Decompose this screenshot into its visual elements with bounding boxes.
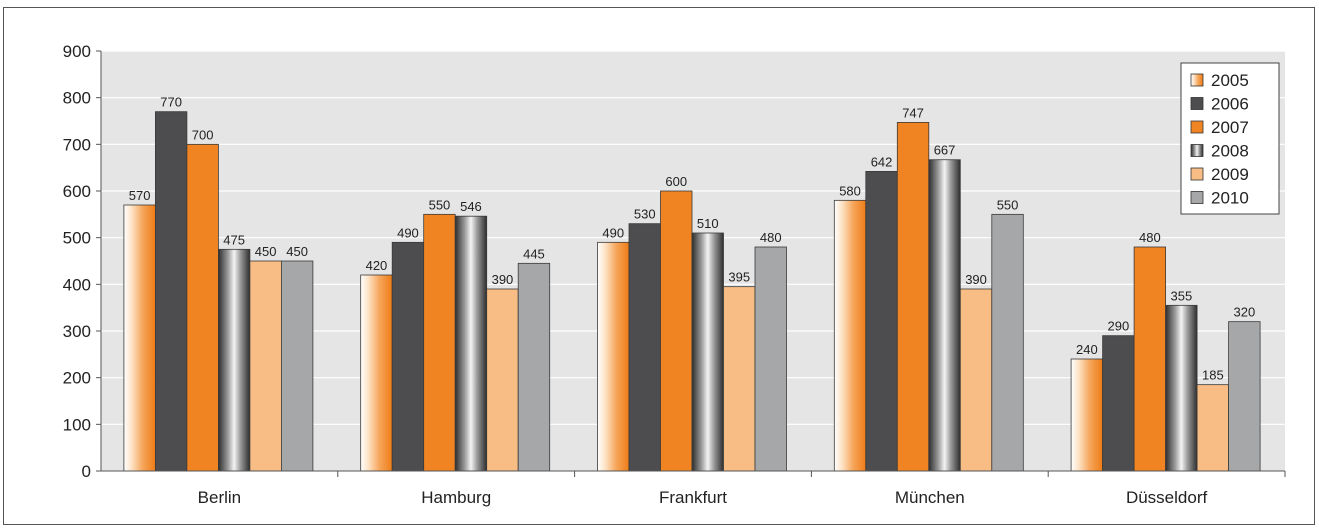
bar-2006-Berlin [154,111,188,472]
bar-2005-Düsseldorf [1070,358,1103,472]
bar-2005-Hamburg [360,274,393,472]
data-label: 510 [697,216,719,231]
data-label: 490 [397,225,419,240]
data-label: 320 [1233,305,1255,320]
legend-label: 2005 [1211,71,1249,90]
data-label: 475 [223,232,245,247]
bar-2010-Düsseldorf [1228,321,1261,472]
x-category-label: Berlin [198,488,241,507]
x-category-label: München [895,488,965,507]
bar-2009-Frankfurt [723,286,756,472]
bar-2009-Düsseldorf [1196,384,1229,472]
legend-swatch [1190,97,1204,110]
bar-2010-Frankfurt [754,246,787,472]
bar-2006-München [865,170,898,472]
data-label: 390 [965,272,987,287]
bar-2007-Berlin [186,143,219,472]
data-labels: 570 770 700 475 450 450 420 490 550 546 390 445 490 5… [129,95,1255,383]
data-label: 700 [192,127,214,142]
data-label: 550 [997,197,1019,212]
bar-2009-Berlin [249,260,282,472]
y-tick-label: 0 [82,462,91,481]
legend-label: 2007 [1211,118,1249,137]
data-label: 747 [902,105,924,120]
bar-2006-Frankfurt [628,223,661,472]
y-tick-label: 100 [63,415,91,434]
bar-2008-Düsseldorf [1165,304,1198,472]
data-label: 240 [1076,342,1098,357]
legend-swatch [1190,144,1204,157]
bar-2009-Hamburg [486,288,519,472]
data-label: 600 [665,174,687,189]
data-label: 667 [934,143,956,158]
data-label: 290 [1107,319,1129,334]
axes: 0 100 200 300 400 500 600 700 800 900 Berlin Hambur… [63,42,1286,507]
data-label: 530 [634,207,656,222]
bar-2008-Berlin [217,248,251,472]
bar-2008-München [928,159,961,472]
y-tick-label: 400 [63,275,91,294]
legend-label: 2006 [1211,95,1249,114]
x-category-label: Frankfurt [659,488,727,507]
bar-2005-München [833,199,867,472]
bar-2009-München [959,288,993,472]
data-label: 390 [492,272,514,287]
bar-2010-München [991,213,1024,472]
y-tick-label: 600 [63,182,91,201]
legend-swatch [1190,120,1204,134]
legend-swatch [1190,167,1204,181]
chart-frame: 570 770 700 475 450 450 420 490 550 546 390 445 490 5… [3,7,1315,525]
y-tick-label: 200 [63,369,91,388]
data-label: 450 [255,244,277,259]
x-category-label: Hamburg [421,488,491,507]
data-label: 445 [523,246,545,261]
data-label: 185 [1202,368,1224,383]
y-tick-label: 300 [63,322,91,341]
bar-2006-Düsseldorf [1102,335,1135,472]
y-tick-label: 800 [63,89,91,108]
bar-2006-Hamburg [391,241,425,472]
data-label: 490 [602,225,624,240]
legend-label: 2008 [1211,142,1249,161]
bar-2005-Berlin [123,204,156,472]
bar-chart: 570 770 700 475 450 450 420 490 550 546 390 445 490 5… [63,42,1286,507]
x-category-label: Düsseldorf [1126,488,1208,507]
legend-label: 2010 [1211,189,1249,208]
data-label: 550 [429,197,451,212]
bar-2007-München [896,122,930,472]
bar-2010-Berlin [280,260,314,472]
legend-swatch [1190,191,1204,204]
data-label: 580 [839,183,861,198]
bar-2010-Hamburg [517,262,551,472]
data-label: 770 [160,95,182,110]
y-tick-label: 900 [63,42,91,61]
y-tick-label: 500 [63,229,91,248]
y-tick-label: 700 [63,135,91,154]
data-label: 450 [286,244,308,259]
data-label: 420 [366,258,388,273]
bar-2007-Düsseldorf [1133,246,1166,472]
legend-box [1180,62,1280,215]
data-label: 355 [1170,288,1192,303]
bar-2007-Frankfurt [660,190,693,472]
data-label: 642 [871,154,893,169]
bar-2005-Frankfurt [597,241,630,472]
data-label: 480 [760,230,782,245]
legend: 2005 2006 2007 2008 2009 2010 [1180,62,1280,215]
bars [123,111,1261,472]
bar-2008-Frankfurt [691,232,724,472]
data-label: 546 [460,199,482,214]
data-label: 395 [728,270,750,285]
bar-2007-Hamburg [423,213,456,472]
legend-label: 2009 [1211,165,1249,184]
legend-swatch [1190,73,1204,87]
data-label: 480 [1139,230,1161,245]
bar-2008-Hamburg [454,215,488,472]
data-label: 570 [129,188,151,203]
